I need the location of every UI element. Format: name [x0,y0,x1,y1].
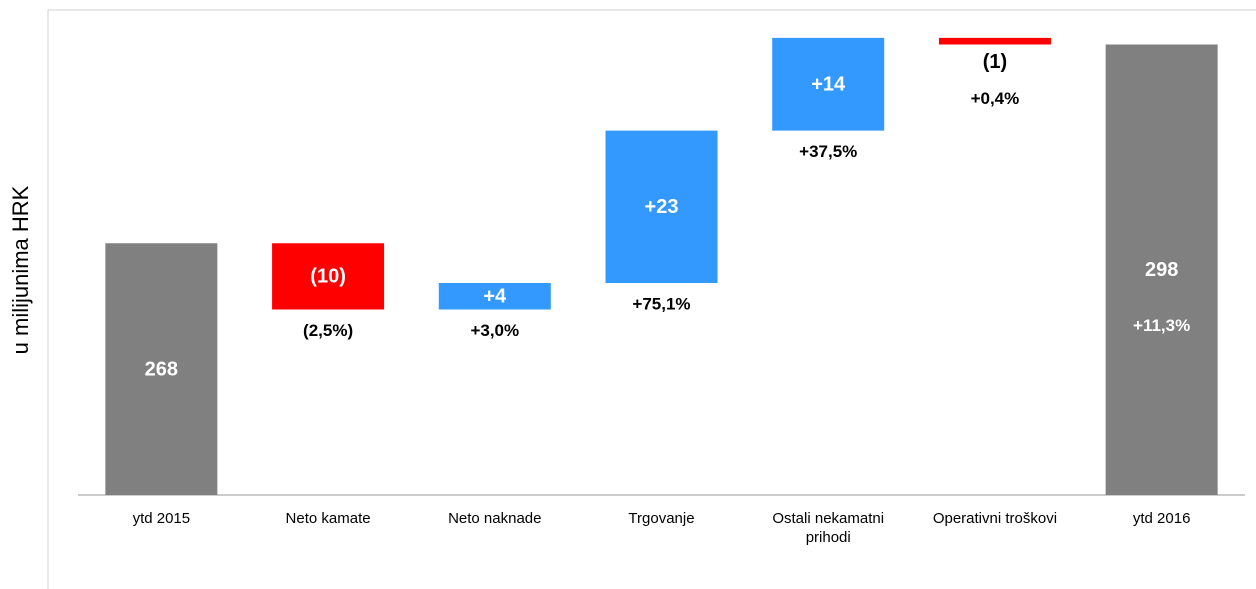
change-label: +75,1% [632,294,690,313]
change-label: +3,0% [470,321,519,340]
x-tick-label: ytd 2015 [132,510,191,527]
bar [772,37,885,131]
change-label: (2,5%) [303,321,353,340]
value-label: 298 [1145,259,1178,281]
x-tick-label: Neto kamate [285,510,371,527]
value-label: +14 [811,74,846,96]
bar [105,243,218,495]
bar [272,243,385,310]
x-tick-label: Ostali nekamatni prihodi [772,510,885,546]
x-tick-label: ytd 2016 [1132,510,1191,527]
value-label: (10) [310,266,346,288]
x-tick-label: Operativni troškovi [932,510,1058,527]
value-label: +4 [483,286,507,308]
change-label: +0,4% [971,89,1020,108]
value-label: +23 [645,196,679,218]
bar [938,37,1051,45]
bar [605,130,718,283]
bar [1105,44,1218,495]
bar [438,283,551,310]
change-label: +37,5% [799,142,857,161]
value-label: (1) [983,51,1007,73]
value-label: 268 [145,358,178,380]
change-label: +11,3% [1133,316,1190,335]
x-tick-label: Neto naknade [448,510,542,527]
x-tick-label: Trgovanje [628,510,695,527]
y-axis-title: u milijunima HRK [8,185,33,354]
